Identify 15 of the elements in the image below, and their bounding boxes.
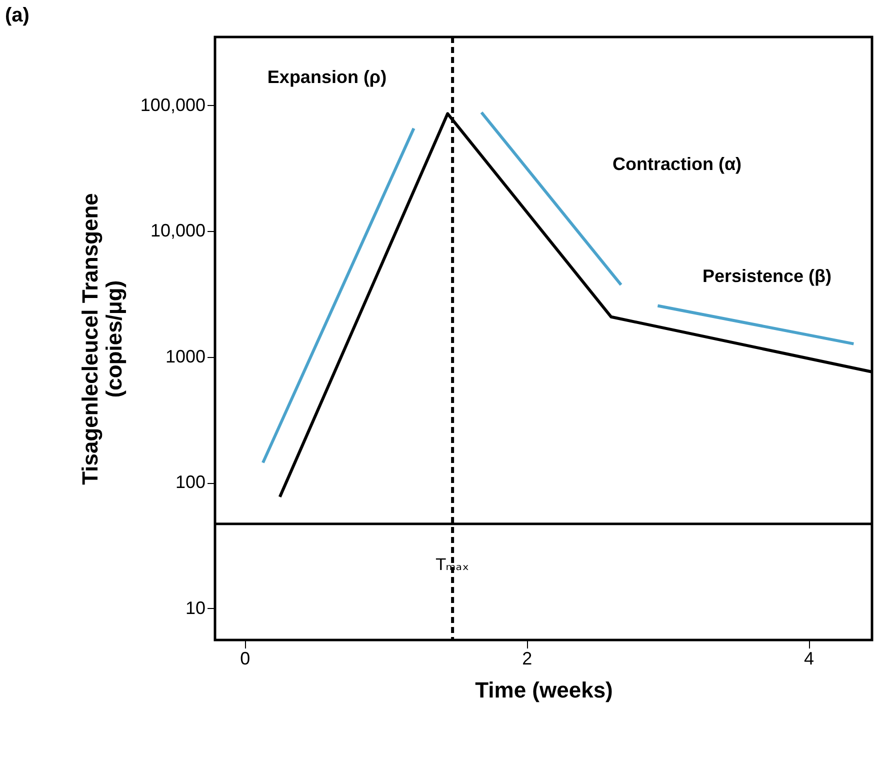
ref-line-label: Tₘₐₓ bbox=[435, 555, 470, 574]
x-tick-label: 0 bbox=[240, 648, 250, 668]
y-tick-label: 10 bbox=[185, 598, 206, 618]
y-axis-title: Tisagenlecleucel Transgene (copies/μg) bbox=[77, 193, 126, 485]
y-tick-label: 10,000 bbox=[150, 220, 206, 241]
text: (a) bbox=[5, 4, 30, 26]
annotation: Expansion (ρ) bbox=[267, 67, 387, 87]
x-tick-label: 2 bbox=[522, 648, 532, 668]
y-tick-label: 100 bbox=[175, 472, 206, 492]
x-axis-title: Time (weeks) bbox=[475, 678, 613, 702]
annotation: Persistence (β) bbox=[702, 266, 832, 286]
annotation: Contraction (α) bbox=[612, 154, 742, 174]
y-tick-label: 1000 bbox=[165, 346, 206, 366]
y-tick-label: 100,000 bbox=[140, 94, 206, 115]
x-tick-label: 4 bbox=[804, 648, 814, 668]
